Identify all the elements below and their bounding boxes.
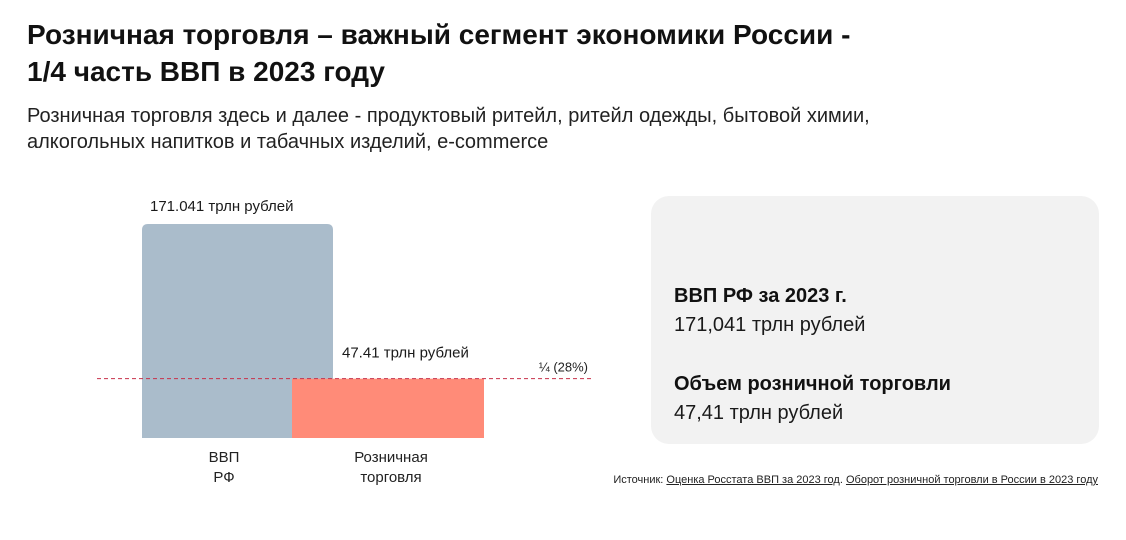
gdp-value: 171,041 трлн рублей	[674, 314, 866, 336]
title-line-2: 1/4 часть ВВП в 2023 году	[27, 56, 385, 87]
retail-label: Объем розничной торговли	[674, 373, 951, 395]
retail-info: Объем розничной торговли 47,41 трлн рубл…	[674, 370, 951, 428]
source-link-gdp[interactable]: Оценка Росстата ВВП за 2023 год	[666, 474, 840, 486]
subtitle-line-2: алкогольных напитков и табачных изделий,…	[27, 131, 549, 153]
gdp-label: ВВП РФ за 2023 г.	[674, 285, 847, 307]
info-card: ВВП РФ за 2023 г. 171,041 трлн рублей Об…	[651, 196, 1099, 444]
page-subtitle: Розничная торговля здесь и далее - проду…	[27, 103, 987, 155]
bar-gdp	[142, 224, 333, 438]
category-label-gdp: ВВП РФ	[209, 449, 240, 486]
page-title: Розничная торговля – важный сегмент экон…	[27, 16, 927, 90]
data-label-gdp: 171.041 трлн рублей	[150, 198, 294, 215]
retail-value: 47,41 трлн рублей	[674, 402, 844, 424]
source-link-retail[interactable]: Оборот розничной торговли в России в 202…	[845, 474, 1098, 486]
bar-chart: ¼ (28%) 171.041 трлн рублей 47.41 трлн руб…	[97, 198, 592, 486]
source-separator: .	[839, 474, 846, 486]
source-note: Источник: Оценка Росстата ВВП за 2023 го…	[613, 474, 1098, 486]
data-label-retail: 47.41 трлн рублей	[342, 345, 469, 362]
bar-retail	[292, 378, 484, 438]
title-line-1: Розничная торговля – важный сегмент экон…	[27, 19, 851, 50]
gdp-info: ВВП РФ за 2023 г. 171,041 трлн рублей	[674, 282, 865, 340]
reference-label: ¼ (28%)	[539, 360, 588, 375]
subtitle-line-1: Розничная торговля здесь и далее - проду…	[27, 105, 870, 127]
category-label-retail: Розничная торговля	[354, 449, 428, 486]
source-prefix: Источник:	[613, 474, 667, 486]
